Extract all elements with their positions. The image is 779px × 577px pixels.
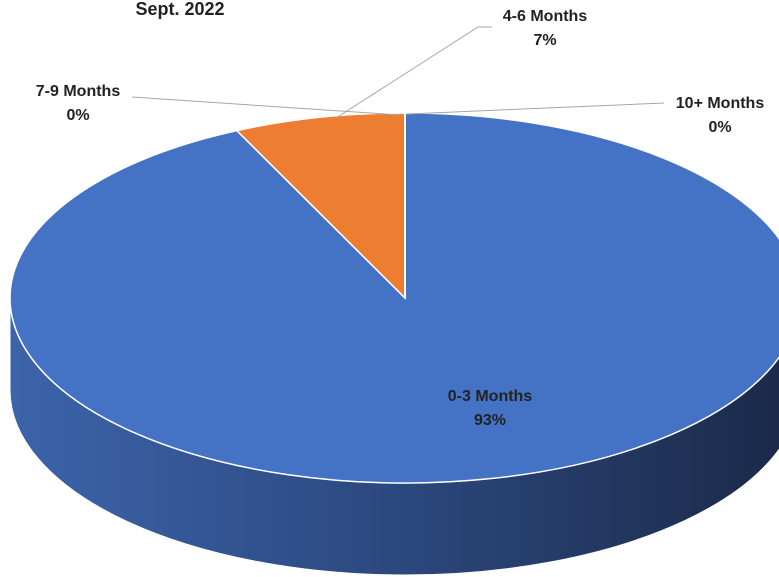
chart-title: Sept. 2022 — [135, 0, 224, 19]
leader-line — [131, 96, 401, 116]
data-label-value: 0% — [708, 119, 731, 136]
leader-line — [335, 26, 492, 119]
pie-slice — [235, 112, 406, 300]
pie-slice — [9, 112, 779, 484]
data-label-name: 7-9 Months — [36, 83, 121, 100]
data-label-name: 4-6 Months — [503, 8, 588, 25]
leader-line — [406, 102, 665, 115]
data-label-value: 93% — [474, 412, 506, 429]
data-label-name: 0-3 Months — [448, 388, 533, 405]
data-label-value: 7% — [533, 32, 556, 49]
data-label-name: 10+ Months — [676, 95, 765, 112]
data-label-value: 0% — [66, 107, 89, 124]
